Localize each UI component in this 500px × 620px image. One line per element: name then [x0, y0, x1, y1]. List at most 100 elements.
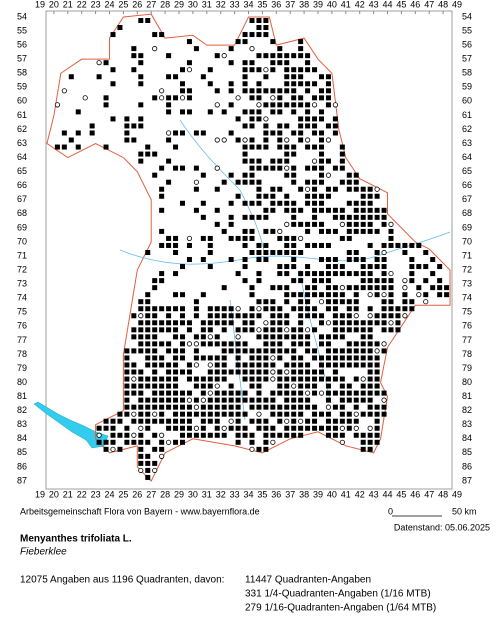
row-label: 57 — [462, 54, 472, 64]
occurrence-square — [409, 278, 415, 284]
occurrence-square — [242, 123, 248, 129]
occurrence-open — [256, 306, 262, 312]
occurrence-square — [173, 306, 179, 312]
occurrence-square — [103, 439, 109, 445]
occurrence-square — [332, 313, 338, 319]
column-label: 19 — [35, 489, 45, 499]
column-label: 25 — [118, 0, 128, 9]
occurrence-square — [186, 411, 192, 417]
occurrence-square — [298, 327, 304, 333]
row-label: 79 — [17, 363, 27, 373]
row-label: 73 — [17, 279, 27, 289]
occurrence-square — [312, 179, 318, 185]
occurrence-square — [186, 432, 192, 438]
occurrence-square — [346, 411, 352, 417]
occurrence-square — [388, 313, 394, 319]
occurrence-square — [298, 221, 304, 227]
occurrence-square — [325, 362, 331, 368]
occurrence-square — [339, 264, 345, 270]
occurrence-square — [103, 144, 109, 150]
occurrence-square — [124, 404, 130, 410]
occurrence-square — [166, 235, 172, 241]
occurrence-square — [159, 376, 165, 382]
occurrence-square — [152, 432, 158, 438]
occurrence-square — [263, 306, 269, 312]
occurrence-square — [339, 334, 345, 340]
occurrence-square — [207, 320, 213, 326]
occurrence-square — [312, 81, 318, 87]
occurrence-square — [221, 404, 227, 410]
column-label: 38 — [299, 489, 309, 499]
occurrence-square — [312, 186, 318, 192]
occurrence-square — [409, 299, 415, 305]
occurrence-square — [131, 123, 137, 129]
occurrence-square — [152, 172, 158, 178]
column-label: 31 — [202, 0, 212, 9]
occurrence-square — [186, 39, 192, 45]
occurrence-square — [180, 397, 185, 403]
occurrence-square — [110, 425, 116, 431]
occurrence-square — [381, 257, 387, 263]
column-label: 46 — [410, 0, 420, 9]
occurrence-square — [319, 313, 324, 319]
occurrence-square — [145, 341, 151, 347]
state-border — [46, 13, 451, 482]
occurrence-square — [277, 404, 283, 410]
row-label: 64 — [462, 152, 472, 162]
column-label: 21 — [63, 489, 73, 499]
occurrence-square — [249, 60, 255, 66]
occurrence-square — [249, 88, 255, 94]
occurrence-square — [374, 257, 380, 263]
occurrence-square — [263, 32, 269, 38]
occurrence-square — [207, 235, 213, 241]
occurrence-square — [138, 53, 144, 59]
occurrence-square — [402, 306, 408, 312]
occurrence-square — [395, 242, 401, 248]
occurrence-square — [277, 88, 283, 94]
occurrence-square — [277, 130, 283, 136]
occurrence-square — [284, 74, 290, 80]
occurrence-square — [374, 264, 380, 270]
occurrence-square — [186, 88, 192, 94]
occurrence-square — [305, 193, 311, 199]
occurrence-square — [319, 411, 324, 417]
row-label: 57 — [17, 54, 27, 64]
occurrence-square — [346, 172, 352, 178]
row-label: 54 — [462, 11, 472, 21]
occurrence-square — [346, 425, 352, 431]
occurrence-square — [284, 334, 290, 340]
occurrence-square — [312, 411, 318, 417]
occurrence-square — [138, 81, 144, 87]
occurrence-square — [291, 376, 297, 382]
column-label: 40 — [327, 0, 337, 9]
column-label: 43 — [369, 0, 379, 9]
date: Datenstand: 05.06.2025 — [394, 522, 490, 532]
occurrence-square — [305, 271, 311, 277]
occurrence-square — [249, 165, 255, 171]
occurrence-square — [117, 411, 123, 417]
occurrence-square — [360, 320, 366, 326]
occurrence-square — [166, 179, 172, 185]
occurrence-square — [214, 404, 220, 410]
occurrence-square — [277, 369, 283, 375]
occurrence-square — [291, 214, 297, 220]
occurrence-square — [339, 271, 345, 277]
occurrence-square — [256, 81, 262, 87]
occurrence-square — [270, 249, 276, 255]
occurrence-square — [312, 376, 318, 382]
column-label: 34 — [243, 0, 253, 9]
occurrence-square — [207, 109, 213, 115]
column-label: 42 — [355, 489, 365, 499]
occurrence-square — [374, 418, 380, 424]
occurrence-square — [166, 369, 172, 375]
occurrence-square — [207, 383, 213, 389]
occurrence-square — [339, 348, 345, 354]
occurrence-square — [186, 376, 192, 382]
occurrence-open — [304, 390, 311, 396]
occurrence-square — [145, 376, 151, 382]
occurrence-square — [214, 418, 220, 424]
occurrence-square — [138, 158, 144, 164]
occurrence-square — [353, 432, 359, 438]
occurrence-square — [145, 348, 151, 354]
occurrence-open — [381, 249, 387, 256]
